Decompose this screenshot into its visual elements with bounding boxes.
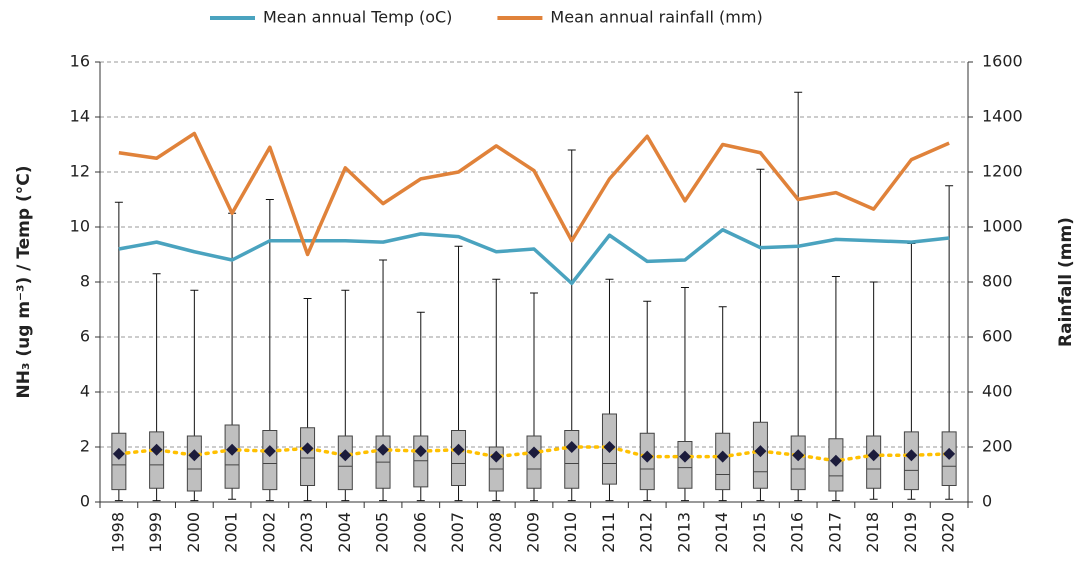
mean-marker [716,450,729,463]
y2-axis-title: Rainfall (mm) [1056,217,1076,347]
mean-marker [377,443,390,456]
y-tick-label: 8 [80,272,90,291]
x-tick-label: 2019 [901,512,920,553]
x-tick-label: 2009 [524,512,543,553]
x-tick-label: 1999 [146,512,165,553]
y-tick-label: 10 [70,217,90,236]
box [224,424,240,489]
box [300,427,316,486]
box [790,435,806,491]
y2-tick-label: 1200 [982,162,1023,181]
box [564,430,580,489]
x-tick-label: 2000 [184,512,203,553]
mean-marker [490,450,503,463]
y-tick-label: 4 [80,382,90,401]
mean-marker [678,450,691,463]
mean-marker [414,445,427,458]
legend-label: Mean annual rainfall (mm) [550,8,762,27]
box [337,435,353,491]
box [111,432,127,491]
y2-tick-label: 1400 [982,107,1023,126]
y2-tick-label: 200 [982,437,1013,456]
mean-marker [112,447,125,460]
mean-marker [188,449,201,462]
y2-tick-label: 1600 [982,52,1023,71]
mean-marker [943,447,956,460]
x-tick-label: 2016 [788,512,807,553]
y2-tick-label: 600 [982,327,1013,346]
x-tick-label: 2015 [750,512,769,553]
box [526,435,542,489]
x-tick-label: 2012 [637,512,656,553]
box [186,435,202,492]
mean-marker [565,441,578,453]
y-tick-label: 16 [70,52,90,71]
x-tick-label: 2020 [939,512,958,553]
mean-marker [263,445,276,458]
box [262,430,278,491]
mean-marker [867,449,880,462]
mean-marker [452,443,465,456]
mean-marker [301,442,314,455]
y-tick-label: 2 [80,437,90,456]
box [149,431,165,489]
x-tick-label: 2013 [674,512,693,553]
box [866,435,882,489]
y2-tick-label: 400 [982,382,1013,401]
series-line [118,228,950,286]
mean-marker [754,445,767,458]
x-tick-label: 2003 [297,512,316,553]
mean-marker [339,449,352,462]
x-tick-label: 2008 [486,512,505,553]
y2-tick-label: 0 [982,492,992,511]
x-tick-label: 1998 [108,512,127,553]
x-tick-label: 2017 [825,512,844,553]
x-tick-label: 2001 [222,512,241,553]
x-tick-label: 2002 [259,512,278,553]
mean-marker [528,446,540,459]
x-tick-label: 2007 [448,512,467,553]
legend-label: Mean annual Temp (oC) [263,8,452,27]
x-tick-label: 2010 [561,512,580,553]
series-line [118,131,950,257]
box [451,430,467,486]
mean-marker [829,454,842,467]
y2-tick-label: 800 [982,272,1013,291]
mean-marker [150,443,163,456]
box [677,441,693,489]
x-tick-label: 2014 [712,512,731,553]
mean-marker [226,443,239,456]
x-tick-label: 2018 [863,512,882,553]
mean-marker [792,449,805,462]
box [413,435,429,488]
mean-marker [641,450,654,463]
y-axis-title: NH₃ (ug m⁻³) / Temp (°C) [14,166,34,399]
x-tick-label: 2006 [410,512,429,553]
x-tick-label: 2005 [373,512,392,553]
y-tick-label: 0 [80,492,90,511]
y-tick-label: 6 [80,327,90,346]
y-tick-label: 12 [70,162,90,181]
mean-marker [905,449,918,462]
x-tick-label: 2011 [599,512,618,553]
y2-tick-label: 1000 [982,217,1023,236]
y-tick-label: 14 [70,107,90,126]
x-tick-label: 2004 [335,512,354,553]
mean-marker [603,441,616,453]
